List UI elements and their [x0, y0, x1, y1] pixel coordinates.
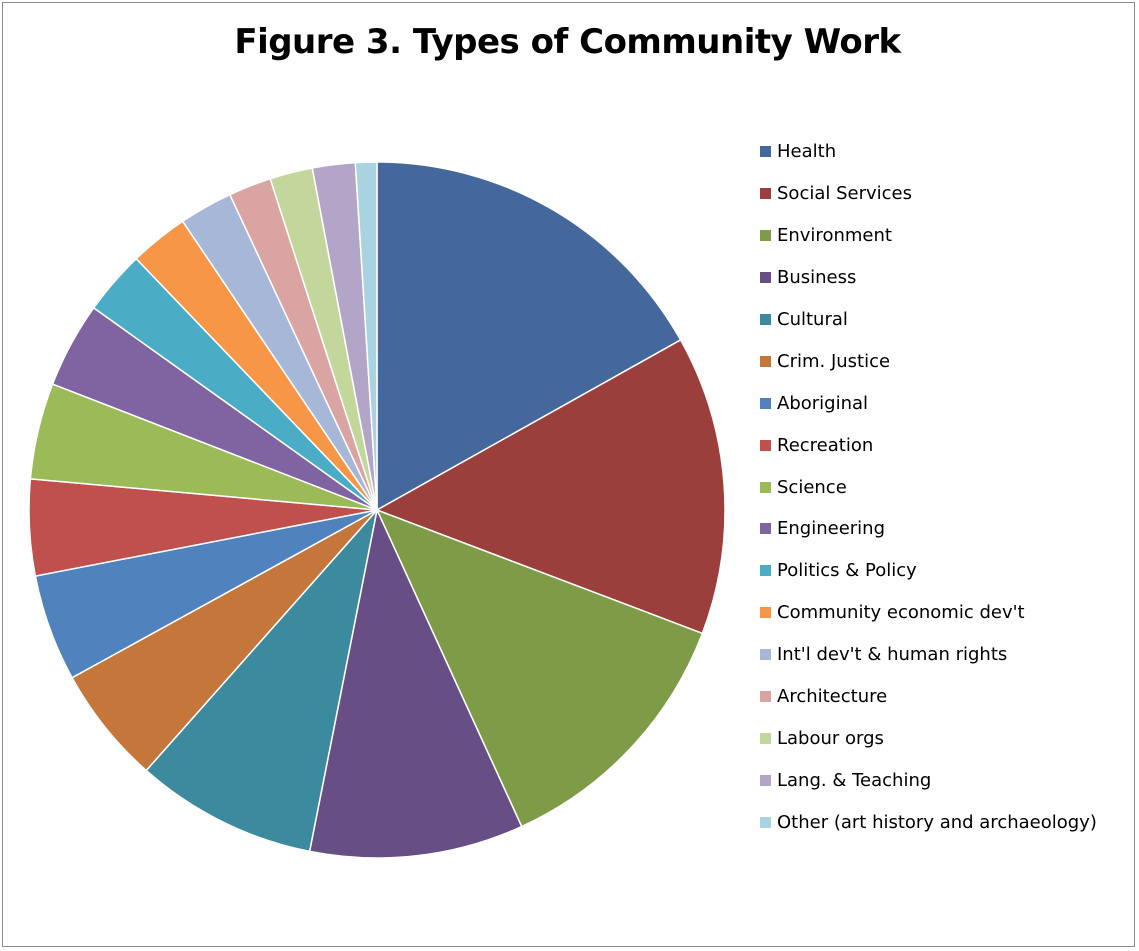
- legend-swatch-3: [760, 272, 771, 284]
- legend-label-3: Business: [777, 267, 857, 289]
- legend-label-4: Cultural: [777, 309, 848, 330]
- legend-swatch-8: [760, 481, 771, 493]
- legend-label-6: Aboriginal: [777, 392, 869, 414]
- legend-label-10: Politics & Policy: [777, 560, 917, 582]
- chart-title: Figure 3. Types of Community Work: [234, 22, 901, 62]
- legend-swatch-0: [760, 146, 771, 158]
- legend-label-7: Recreation: [777, 434, 874, 456]
- legend-swatch-5: [760, 355, 771, 367]
- pie-slice-1: [375, 338, 726, 635]
- legend-swatch-11: [760, 607, 771, 619]
- legend-item-1: Social Services: [760, 173, 1130, 215]
- legend-item-4: Cultural: [760, 299, 1130, 341]
- legend-swatch-14: [760, 732, 771, 744]
- legend-item-7: Recreation: [760, 424, 1130, 466]
- legend-swatch-7: [760, 439, 771, 451]
- legend-swatch-9: [760, 523, 771, 535]
- pie-slice-3: [308, 507, 523, 859]
- legend-label-9: Engineering: [777, 518, 885, 540]
- legend-item-13: Architecture: [760, 676, 1130, 718]
- legend-item-12: Int'l dev't & human rights: [760, 634, 1130, 676]
- legend-label-2: Environment: [777, 225, 892, 247]
- legend-item-10: Politics & Policy: [760, 550, 1130, 592]
- pie-slice-4: [145, 507, 379, 853]
- legend-label-5: Crim. Justice: [777, 350, 891, 372]
- legend-item-0: Health: [760, 131, 1130, 173]
- legend-label-11: Community economic dev't: [777, 602, 1025, 624]
- legend-item-15: Lang. & Teaching: [760, 759, 1130, 801]
- legend-swatch-1: [760, 188, 771, 200]
- legend-item-11: Community economic dev't: [760, 592, 1130, 634]
- legend-item-9: Engineering: [760, 508, 1130, 550]
- legend-swatch-10: [760, 565, 771, 577]
- legend-label-1: Social Services: [777, 183, 912, 205]
- legend-swatch-4: [760, 314, 771, 325]
- legend-label-14: Labour orgs: [777, 727, 884, 749]
- pie-slice-16: [354, 161, 378, 511]
- legend-swatch-6: [760, 397, 771, 409]
- legend-item-5: Crim. Justice: [760, 340, 1130, 382]
- legend-item-8: Science: [760, 466, 1130, 508]
- legend: Health Social Services Environment Business…: [760, 131, 1130, 843]
- legend-item-14: Labour orgs: [760, 717, 1130, 759]
- legend-swatch-2: [760, 230, 771, 242]
- legend-swatch-13: [760, 691, 771, 703]
- legend-label-8: Science: [777, 476, 847, 498]
- legend-label-15: Lang. & Teaching: [777, 769, 932, 791]
- legend-item-3: Business: [760, 257, 1130, 299]
- pie-slice-0: [376, 161, 682, 512]
- pie-slice-2: [375, 508, 704, 828]
- legend-label-13: Architecture: [777, 686, 888, 708]
- legend-label-0: Health: [777, 141, 837, 163]
- legend-label-16: Other (art history and archaeology): [777, 811, 1097, 833]
- legend-item-6: Aboriginal: [760, 382, 1130, 424]
- legend-label-12: Int'l dev't & human rights: [777, 644, 1008, 666]
- legend-swatch-12: [760, 649, 771, 661]
- legend-swatch-16: [760, 816, 771, 828]
- legend-swatch-15: [760, 774, 771, 786]
- legend-item-16: Other (art history and archaeology): [760, 801, 1130, 843]
- legend-item-2: Environment: [760, 215, 1130, 257]
